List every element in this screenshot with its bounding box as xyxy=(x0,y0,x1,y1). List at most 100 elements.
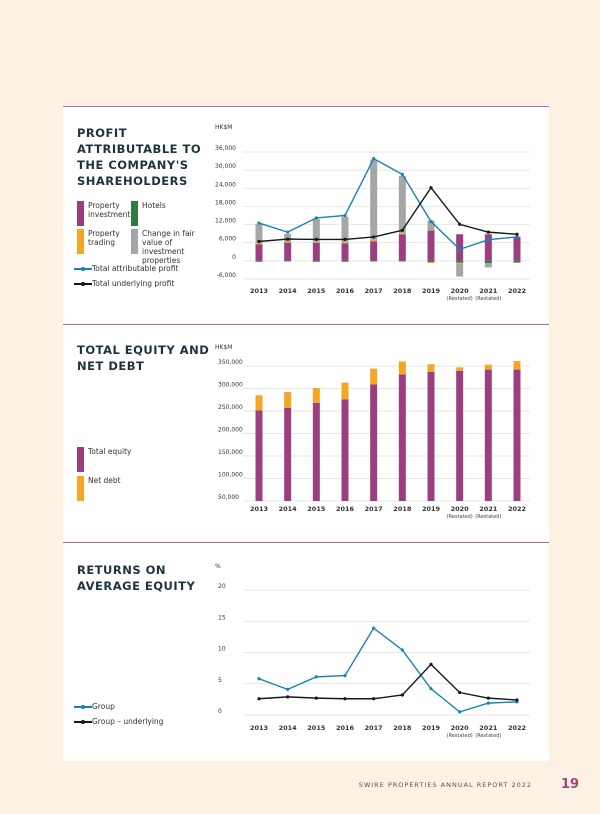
line-point xyxy=(458,222,462,226)
legend-line-underlying xyxy=(74,282,92,286)
legend-fair-value: Change in fair value of investment prope… xyxy=(142,229,195,265)
footer-report-title: SWIRE PROPERTIES ANNUAL REPORT 2022 xyxy=(358,781,532,789)
legend-swatch-hotels xyxy=(131,201,138,226)
legend-line-attributable xyxy=(74,267,92,271)
bar-change-in-fair-value-of-investment-properties xyxy=(312,219,320,242)
y-tick-label: 350,000 xyxy=(218,359,243,366)
line-point xyxy=(429,186,433,190)
legend-swatch-property-investment xyxy=(77,201,84,226)
y-tick-label: 12,000 xyxy=(215,218,236,225)
x-tick-note: (Restated) xyxy=(447,514,473,520)
line-total-attributable-profit xyxy=(258,157,518,251)
line-point xyxy=(486,230,490,234)
x-tick-label: 2018 xyxy=(393,505,412,513)
line-point xyxy=(286,695,290,699)
line-point xyxy=(515,235,519,239)
legend-property-trading: Property trading xyxy=(88,229,120,247)
legend-property-investment: Property investment xyxy=(88,201,131,219)
x-tick-label: 2021 xyxy=(479,505,498,513)
x-tick-label: 2021 xyxy=(479,287,498,295)
bar-net-debt xyxy=(312,388,320,403)
line-point xyxy=(458,710,462,714)
bar-property-investment xyxy=(484,234,492,261)
bar-change-in-fair-value-of-investment-properties xyxy=(370,159,378,240)
x-tick-label: 2017 xyxy=(365,505,383,513)
y-tick-label: 100,000 xyxy=(218,472,243,479)
y-tick-label: 30,000 xyxy=(215,163,236,170)
bar-change-in-fair-value-of-investment-properties xyxy=(456,263,464,277)
legend-group: Group xyxy=(92,702,115,711)
line-point xyxy=(343,213,347,218)
legend-line-group xyxy=(74,705,92,709)
bar-total-equity xyxy=(341,399,349,501)
line-point xyxy=(372,697,376,701)
line-point xyxy=(286,237,290,241)
x-tick-label: 2016 xyxy=(336,287,355,295)
bar-total-equity xyxy=(255,410,263,501)
line-point xyxy=(343,697,347,701)
y-tick-label: -6,000 xyxy=(217,272,237,279)
bar-property-trading xyxy=(255,242,263,245)
bar-total-equity xyxy=(513,369,521,501)
unit-label: HK$M xyxy=(215,124,232,131)
legend-net-debt: Net debt xyxy=(88,476,121,485)
bar-total-equity xyxy=(284,407,292,501)
x-tick-note: (Restated) xyxy=(475,296,501,302)
returns-panel xyxy=(63,542,549,761)
line-point xyxy=(314,237,318,241)
y-tick-label: 18,000 xyxy=(215,199,236,206)
bar-property-trading xyxy=(312,241,320,243)
bar-net-debt xyxy=(341,382,349,400)
bar-hotels xyxy=(370,260,378,262)
x-tick-note: (Restated) xyxy=(447,733,473,739)
bar-total-equity xyxy=(484,369,492,501)
line-point xyxy=(429,219,433,224)
line-point xyxy=(515,698,519,702)
x-tick-label: 2022 xyxy=(508,724,526,732)
y-tick-label: 24,000 xyxy=(215,181,236,188)
bar-hotels xyxy=(341,260,349,262)
x-tick-label: 2019 xyxy=(422,724,441,732)
bar-property-trading xyxy=(284,241,292,243)
bar-hotels xyxy=(456,260,464,263)
bar-property-investment xyxy=(341,243,349,261)
legend-total-underlying: Total underlying profit xyxy=(92,279,175,288)
line-point xyxy=(486,238,490,242)
y-tick-label: 10 xyxy=(218,646,226,653)
y-tick-label: 20 xyxy=(218,583,226,590)
x-tick-label: 2019 xyxy=(422,287,441,295)
x-tick-label: 2018 xyxy=(393,287,412,295)
bar-hotels xyxy=(312,260,320,262)
y-tick-label: 200,000 xyxy=(218,427,243,434)
bar-change-in-fair-value-of-investment-properties xyxy=(398,175,406,234)
line-point xyxy=(486,701,490,705)
bar-change-in-fair-value-of-investment-properties xyxy=(427,220,435,231)
line-group xyxy=(258,627,518,713)
x-tick-label: 2020 xyxy=(451,287,470,295)
y-tick-label: 0 xyxy=(232,254,236,261)
y-tick-label: 15 xyxy=(218,614,226,621)
line-point xyxy=(429,687,433,691)
bar-net-debt xyxy=(456,367,464,371)
x-tick-label: 2018 xyxy=(393,724,412,732)
bar-change-in-fair-value-of-investment-properties xyxy=(341,216,349,243)
y-tick-label: 300,000 xyxy=(218,382,243,389)
bar-hotels xyxy=(255,260,263,262)
x-tick-note: (Restated) xyxy=(475,733,501,739)
legend-total-attributable: Total attributable profit xyxy=(92,264,179,273)
line-point xyxy=(400,228,404,232)
bar-net-debt xyxy=(427,364,435,372)
legend-group-underlying: Group – underlying xyxy=(92,717,164,726)
legend-total-equity: Total equity xyxy=(88,447,132,456)
x-tick-label: 2015 xyxy=(307,287,326,295)
bar-net-debt xyxy=(513,361,521,370)
bar-property-investment xyxy=(312,242,320,261)
bar-net-debt xyxy=(284,392,292,408)
line-point xyxy=(257,239,261,244)
bar-change-in-fair-value-of-investment-properties xyxy=(484,262,492,268)
bar-total-equity xyxy=(456,370,464,501)
line-point xyxy=(372,626,376,630)
line-point xyxy=(486,696,490,700)
bar-property-trading xyxy=(341,242,349,244)
